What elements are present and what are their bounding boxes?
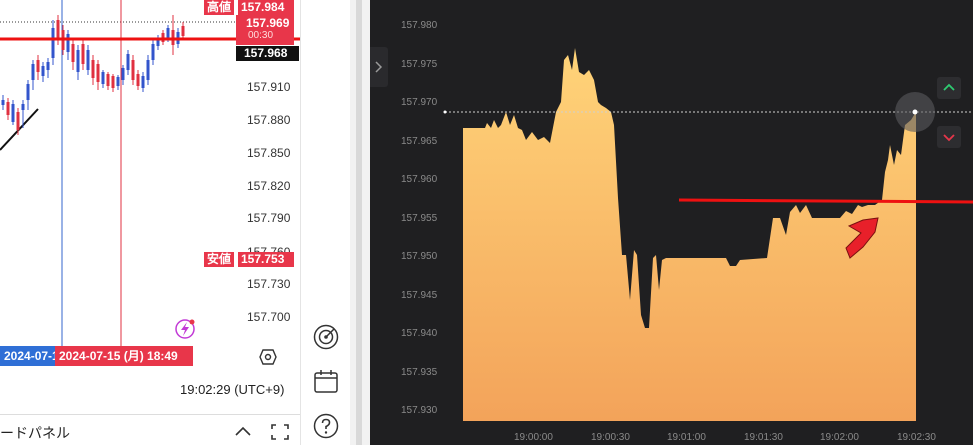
candle-body <box>121 68 125 80</box>
price-tick: 157.880 <box>247 113 291 127</box>
candle-body <box>16 112 20 130</box>
candle-body <box>11 104 15 122</box>
x-axis-label: 19:01:30 <box>744 432 783 443</box>
area-chart[interactable] <box>370 0 973 445</box>
x-axis-label: 19:02:30 <box>897 432 936 443</box>
candlestick-panel: 157.910 157.880 157.850 157.820 157.790 … <box>0 0 300 445</box>
price-tick: 157.790 <box>247 211 291 225</box>
candle-body <box>151 44 155 60</box>
y-axis-label: 157.930 <box>401 405 438 416</box>
candle-body <box>126 54 130 70</box>
bar-countdown: 00:30 <box>248 30 274 41</box>
high-value-badge: 157.984 <box>238 0 294 15</box>
chevron-up-icon[interactable] <box>234 425 252 437</box>
date-tag-blue: 2024-07-1 <box>0 346 56 366</box>
x-axis-label: 19:00:30 <box>591 432 630 443</box>
candle-body <box>31 64 35 80</box>
panel-title: ードパネル <box>0 425 70 441</box>
y-axis-label: 157.980 <box>401 20 438 31</box>
price-tick: 157.910 <box>247 80 291 94</box>
settings-hex-icon[interactable] <box>259 349 277 365</box>
low-label-badge: 安値 <box>204 252 235 267</box>
y-axis-label: 157.965 <box>401 136 438 147</box>
lower-button[interactable] <box>937 126 961 148</box>
y-axis-label: 157.945 <box>401 290 438 301</box>
low-value-badge: 157.753 <box>238 252 294 267</box>
candle-body <box>86 50 90 70</box>
candle-body <box>111 76 115 88</box>
y-axis-label: 157.940 <box>401 328 438 339</box>
price-tick: 157.820 <box>247 179 291 193</box>
y-axis-label: 157.975 <box>401 59 438 70</box>
y-axis-label: 157.950 <box>401 251 438 262</box>
candle-body <box>46 62 50 70</box>
candle-body <box>6 102 10 115</box>
x-axis-label: 19:01:00 <box>667 432 706 443</box>
time-readout: 19:02:29 (UTC+9) <box>180 382 285 397</box>
candle-body <box>156 38 160 46</box>
collapse-tab[interactable] <box>370 47 388 87</box>
candle-body <box>136 74 140 86</box>
chevron-up-icon <box>943 83 955 91</box>
chevron-right-icon <box>375 61 383 73</box>
chevron-down-icon <box>943 134 955 142</box>
candle-body <box>21 104 25 110</box>
date-tag-red: 2024-07-15 (月) 18:49 <box>55 346 193 366</box>
candle-body <box>106 74 110 86</box>
candle-body <box>51 28 55 58</box>
candle-body <box>41 66 45 76</box>
candle-body <box>36 60 40 72</box>
higher-button[interactable] <box>937 77 961 99</box>
candle-body <box>131 60 135 80</box>
radar-icon[interactable] <box>313 324 339 350</box>
expand-icon[interactable] <box>270 423 290 441</box>
candle-body <box>101 72 105 84</box>
annotation-arrow <box>845 217 879 259</box>
candle-body <box>71 44 75 62</box>
lightning-icon[interactable] <box>175 319 195 339</box>
candle-body <box>141 76 145 88</box>
y-axis-label: 157.960 <box>401 174 438 185</box>
x-axis-label: 19:00:00 <box>514 432 553 443</box>
y-axis-label: 157.955 <box>401 213 438 224</box>
candle-body <box>26 84 30 100</box>
candle-body <box>76 50 80 72</box>
candle-body <box>81 44 85 64</box>
price-tick: 157.700 <box>247 310 291 324</box>
x-axis-label: 19:02:00 <box>820 432 859 443</box>
current-price-badge: 157.969 00:30 <box>236 15 294 45</box>
candle-body <box>91 60 95 78</box>
annotation-line <box>678 198 973 204</box>
candle-body <box>56 20 60 40</box>
calendar-icon[interactable] <box>313 369 339 395</box>
side-toolbar <box>300 0 351 445</box>
y-axis-label: 157.970 <box>401 97 438 108</box>
current-price-value: 157.969 <box>246 16 290 30</box>
area-chart-panel: 157.980 157.975 157.970 157.965 157.960 … <box>370 0 973 445</box>
panel-divider[interactable] <box>350 0 370 445</box>
candle-body <box>116 77 120 86</box>
candle-body <box>181 26 185 36</box>
price-area <box>463 48 916 421</box>
price-tick: 157.850 <box>247 146 291 160</box>
candle-body <box>66 34 70 52</box>
candle-body <box>96 64 100 82</box>
high-label-badge: 高値 <box>204 0 235 15</box>
candle-body <box>146 60 150 80</box>
price-tick: 157.730 <box>247 277 291 291</box>
y-axis-label: 157.935 <box>401 367 438 378</box>
candle-body <box>1 100 5 105</box>
panel-footer: ードパネル <box>0 414 300 445</box>
last-price-badge: 157.968 <box>236 46 299 61</box>
help-icon[interactable] <box>313 413 339 439</box>
candle-body <box>166 28 170 38</box>
